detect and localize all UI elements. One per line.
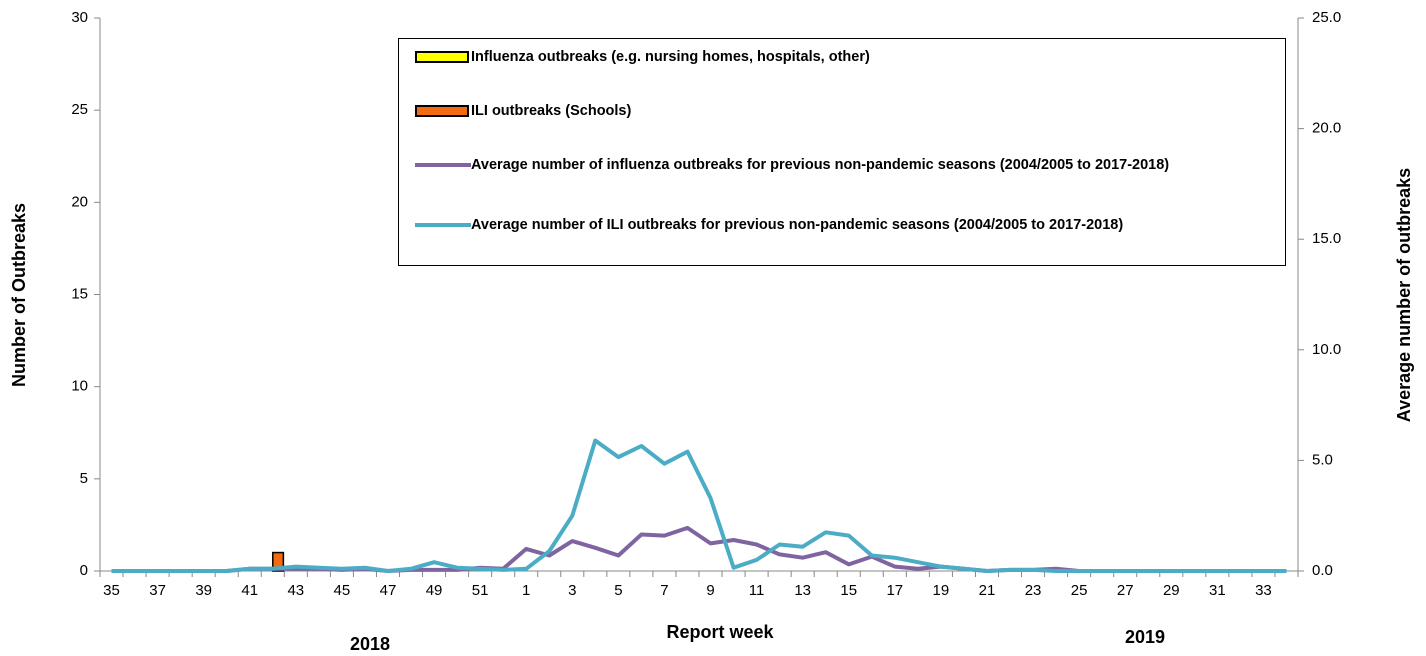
x-tick-label: 37	[149, 582, 166, 599]
x-tick-label: 51	[472, 582, 489, 599]
y-tick-label: 10	[71, 378, 88, 395]
x-tick-label: 49	[426, 582, 443, 599]
y2-tick-label: 20.0	[1312, 120, 1341, 137]
bar	[272, 551, 285, 572]
legend-bar	[415, 51, 469, 63]
line-series	[111, 525, 1287, 573]
y2-tick-label: 25.0	[1312, 9, 1341, 26]
legend-bar	[415, 105, 469, 117]
y2-tick-label: 0.0	[1312, 562, 1333, 579]
legend-label: ILI outbreaks (Schools)	[471, 103, 632, 119]
x-axis-title: Report week	[666, 622, 774, 642]
x-tick-label: 21	[979, 582, 996, 599]
legend-item: Average number of influenza outbreaks fo…	[415, 157, 1261, 176]
x-tick-label: 5	[614, 582, 622, 599]
x-tick-label: 27	[1117, 582, 1134, 599]
x-tick-label: 25	[1071, 582, 1088, 599]
x-tick-label: 3	[568, 582, 576, 599]
y2-tick-label: 15.0	[1312, 230, 1341, 247]
legend-item: Average number of ILI outbreaks for prev…	[415, 217, 1261, 236]
legend-label: Average number of ILI outbreaks for prev…	[471, 217, 1124, 233]
x-tick-label: 7	[660, 582, 668, 599]
legend-swatch	[415, 223, 471, 227]
x-tick-label: 41	[241, 582, 258, 599]
y-tick-label: 30	[71, 9, 88, 26]
legend: Influenza outbreaks (e.g. nursing homes,…	[398, 38, 1286, 266]
x-tick-label: 45	[334, 582, 351, 599]
legend-item: ILI outbreaks (Schools)	[415, 103, 1261, 122]
y-tick-label: 0	[80, 562, 88, 579]
y2-axis-title: Average number of outbreaks	[1394, 168, 1414, 422]
x-tick-label: 33	[1255, 582, 1272, 599]
legend-swatch	[415, 105, 469, 117]
y-tick-label: 20	[71, 193, 88, 210]
y-tick-label: 5	[80, 470, 88, 487]
x-tick-label: 19	[933, 582, 950, 599]
legend-item: Influenza outbreaks (e.g. nursing homes,…	[415, 49, 1261, 68]
x-tick-label: 23	[1025, 582, 1042, 599]
x-tick-label: 11	[749, 582, 765, 599]
x-tick-label: 47	[380, 582, 397, 599]
x-tick-label: 29	[1163, 582, 1180, 599]
y2-tick-label: 5.0	[1312, 451, 1333, 468]
year-label: 2019	[1125, 627, 1165, 647]
y-tick-label: 15	[71, 285, 88, 302]
y-tick-label: 25	[71, 101, 88, 118]
year-label: 2018	[350, 634, 390, 654]
x-tick-label: 15	[840, 582, 857, 599]
x-tick-label: 39	[195, 582, 212, 599]
x-tick-label: 17	[886, 582, 903, 599]
x-tick-label: 1	[522, 582, 530, 599]
legend-swatch	[415, 163, 471, 167]
x-tick-label: 31	[1209, 582, 1226, 599]
x-tick-label: 35	[103, 582, 120, 599]
legend-label: Influenza outbreaks (e.g. nursing homes,…	[471, 49, 870, 65]
x-tick-label: 9	[706, 582, 714, 599]
line-series	[111, 438, 1287, 573]
y2-tick-label: 10.0	[1312, 341, 1341, 358]
legend-swatch	[415, 51, 469, 63]
x-tick-label: 13	[794, 582, 811, 599]
legend-label: Average number of influenza outbreaks fo…	[471, 157, 1170, 173]
x-tick-label: 43	[287, 582, 304, 599]
y-axis-title: Number of Outbreaks	[9, 203, 29, 387]
